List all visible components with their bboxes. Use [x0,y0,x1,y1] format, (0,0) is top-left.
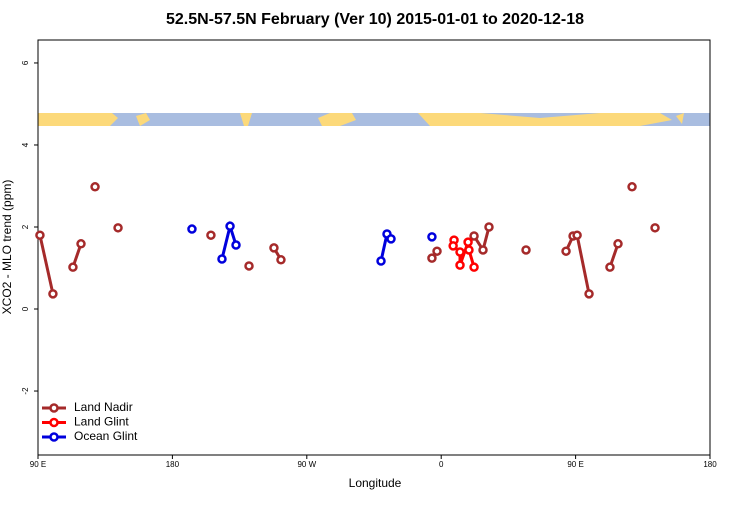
series [187,221,437,266]
x-tick-label: 180 [703,460,717,469]
x-tick-label: 90 E [30,460,46,469]
point [650,223,660,233]
legend-marker [49,417,59,428]
land [240,113,252,126]
x-axis-label: Longitude [349,476,402,490]
point [35,230,45,240]
point [561,246,571,256]
point [455,260,465,270]
x-tick-label: 90 E [567,460,583,469]
map-strip [38,113,710,126]
point [484,222,494,232]
point [113,223,123,233]
legend-marker [49,403,59,413]
land [136,113,150,126]
legend-label: Land Nadir [74,400,133,414]
point [469,231,479,241]
land [318,113,356,126]
series [35,182,660,299]
point [627,182,637,192]
y-tick-label: 2 [21,224,30,229]
series [448,235,479,272]
point [463,237,473,247]
y-tick-label: -2 [21,387,30,395]
point [90,182,100,192]
point [225,221,235,231]
point [206,230,216,240]
point [584,289,594,299]
point [455,247,465,257]
x-tick-label: 180 [166,460,180,469]
point [386,234,396,244]
legend-marker [49,432,59,442]
point [432,246,442,256]
point [605,262,615,272]
point [48,289,58,299]
point [469,262,479,272]
land [38,113,118,126]
point [448,241,458,251]
point [521,245,531,255]
point [376,256,386,266]
legend-label: Ocean Glint [74,429,138,443]
point [464,245,474,255]
plot-frame [37,39,711,456]
y-axis-label: XCO2 - MLO trend (ppm) [0,180,14,315]
y-tick-label: 6 [21,60,30,65]
land [418,113,672,126]
point [427,232,437,242]
point [68,262,78,272]
point [269,243,279,253]
point [217,254,227,264]
point [276,255,286,265]
point [427,253,437,263]
land [676,113,684,124]
legend-label: Land Glint [74,415,129,429]
y-tick-label: 4 [21,142,30,147]
point [76,239,86,249]
y-tick-label: 0 [21,306,30,311]
x-tick-label: 0 [439,460,444,469]
point [244,261,254,271]
point [187,224,197,234]
chart-title: 52.5N-57.5N February (Ver 10) 2015-01-01… [166,11,584,28]
point [572,230,582,240]
point [231,240,241,250]
point [613,239,623,249]
point [478,245,488,255]
x-tick-label: 90 W [297,460,316,469]
